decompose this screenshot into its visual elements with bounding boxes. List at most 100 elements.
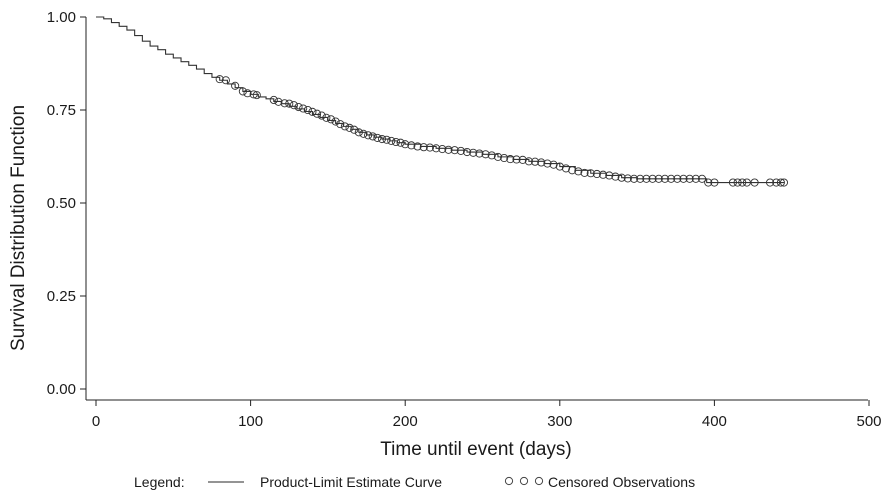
censored-point <box>444 145 453 154</box>
survival-curve-line <box>96 16 784 184</box>
censored-point <box>326 115 336 124</box>
censored-point <box>364 131 373 140</box>
censored-point <box>252 91 261 100</box>
censored-point <box>623 174 632 183</box>
censored-point <box>377 134 387 144</box>
x-ticks: 0 100 200 300 400 500 <box>92 400 882 430</box>
censored-point <box>359 129 368 138</box>
x-tick-label: 500 <box>856 413 881 430</box>
censored-point <box>456 146 465 155</box>
censored-point <box>779 178 789 187</box>
y-ticks: 0.00 0.25 0.50 0.75 1.00 <box>47 9 86 398</box>
censored-point <box>308 107 317 116</box>
censored-point <box>555 162 564 171</box>
censored-point <box>438 145 447 154</box>
censored-point <box>469 148 478 157</box>
censored-point <box>766 178 775 187</box>
censored-point <box>231 81 240 90</box>
censored-point <box>249 90 258 99</box>
censored-point <box>285 99 294 108</box>
legend: Legend: Product-Limit Estimate Curve Cen… <box>134 474 695 490</box>
censored-point <box>679 174 688 183</box>
censored-point <box>697 174 707 183</box>
censored-point <box>506 155 515 164</box>
censored-point <box>299 104 308 113</box>
legend-prefix: Legend: <box>134 474 185 490</box>
censored-point <box>574 167 583 176</box>
censored-point <box>387 136 396 145</box>
censored-point <box>331 117 340 126</box>
censored-point <box>592 169 601 179</box>
censored-point <box>673 174 682 183</box>
censored-point <box>373 133 382 142</box>
censored-point <box>636 174 645 183</box>
censored-point <box>274 97 283 106</box>
censored-point <box>772 178 781 187</box>
censored-point <box>413 142 422 151</box>
legend-line-label: Product-Limit Estimate Curve <box>260 474 442 490</box>
x-tick-label: 300 <box>547 413 572 430</box>
censored-point <box>512 155 521 164</box>
censored-point <box>238 87 247 96</box>
plot-area <box>96 16 789 187</box>
censored-point <box>401 140 410 149</box>
y-tick-label: 0.75 <box>47 102 76 119</box>
censored-point <box>710 178 719 187</box>
legend-circle-icon <box>519 476 529 486</box>
y-tick-label: 1.00 <box>47 9 76 26</box>
censored-point <box>580 168 589 177</box>
censored-point <box>617 173 626 182</box>
censored-point <box>450 146 459 155</box>
censored-point <box>738 178 747 187</box>
censored-point <box>280 99 289 108</box>
censored-point <box>648 174 657 183</box>
censored-point <box>611 172 620 181</box>
y-axis-title: Survival Distribution Function <box>8 105 29 351</box>
y-tick-label: 0.50 <box>47 195 76 212</box>
legend-marker-label: Censored Observations <box>548 474 695 490</box>
censored-point <box>654 174 663 183</box>
censored-point <box>642 174 651 183</box>
censored-point <box>667 174 676 183</box>
censored-point <box>396 138 405 147</box>
censored-point <box>733 178 742 187</box>
censored-point <box>742 178 751 187</box>
censored-point <box>586 169 595 178</box>
y-tick-label: 0.25 <box>47 288 76 305</box>
censored-point <box>599 170 608 179</box>
censored-point <box>776 178 785 187</box>
censored-point <box>750 178 759 187</box>
y-tick-label: 0.00 <box>47 381 76 398</box>
censored-point <box>543 159 552 168</box>
censored-point <box>549 160 558 169</box>
x-tick-label: 400 <box>702 413 727 430</box>
censored-point <box>432 144 441 153</box>
censored-point <box>524 157 533 166</box>
censored-point <box>685 174 694 183</box>
censored-point <box>531 157 540 166</box>
censored-point <box>340 122 349 131</box>
censored-point <box>336 120 345 129</box>
censored-point <box>561 164 571 173</box>
censored-point <box>462 147 472 157</box>
censored-point <box>493 152 503 161</box>
censored-point <box>391 137 400 147</box>
censored-point <box>475 149 484 158</box>
censored-point <box>704 178 713 187</box>
censored-point <box>425 143 434 152</box>
x-tick-label: 200 <box>393 413 418 430</box>
censored-point <box>500 153 509 163</box>
censored-point <box>605 171 614 180</box>
censored-point <box>317 111 326 120</box>
x-axis-title: Time until event (days) <box>380 439 571 460</box>
censored-point <box>691 174 700 183</box>
censored-point <box>215 75 224 84</box>
censored-point <box>243 89 252 98</box>
censored-point <box>303 105 312 115</box>
censored-point <box>382 135 391 144</box>
censored-point <box>221 76 230 85</box>
censored-point <box>368 132 377 141</box>
censored-point <box>294 102 303 112</box>
censored-point <box>660 174 669 183</box>
censored-point <box>518 155 527 164</box>
